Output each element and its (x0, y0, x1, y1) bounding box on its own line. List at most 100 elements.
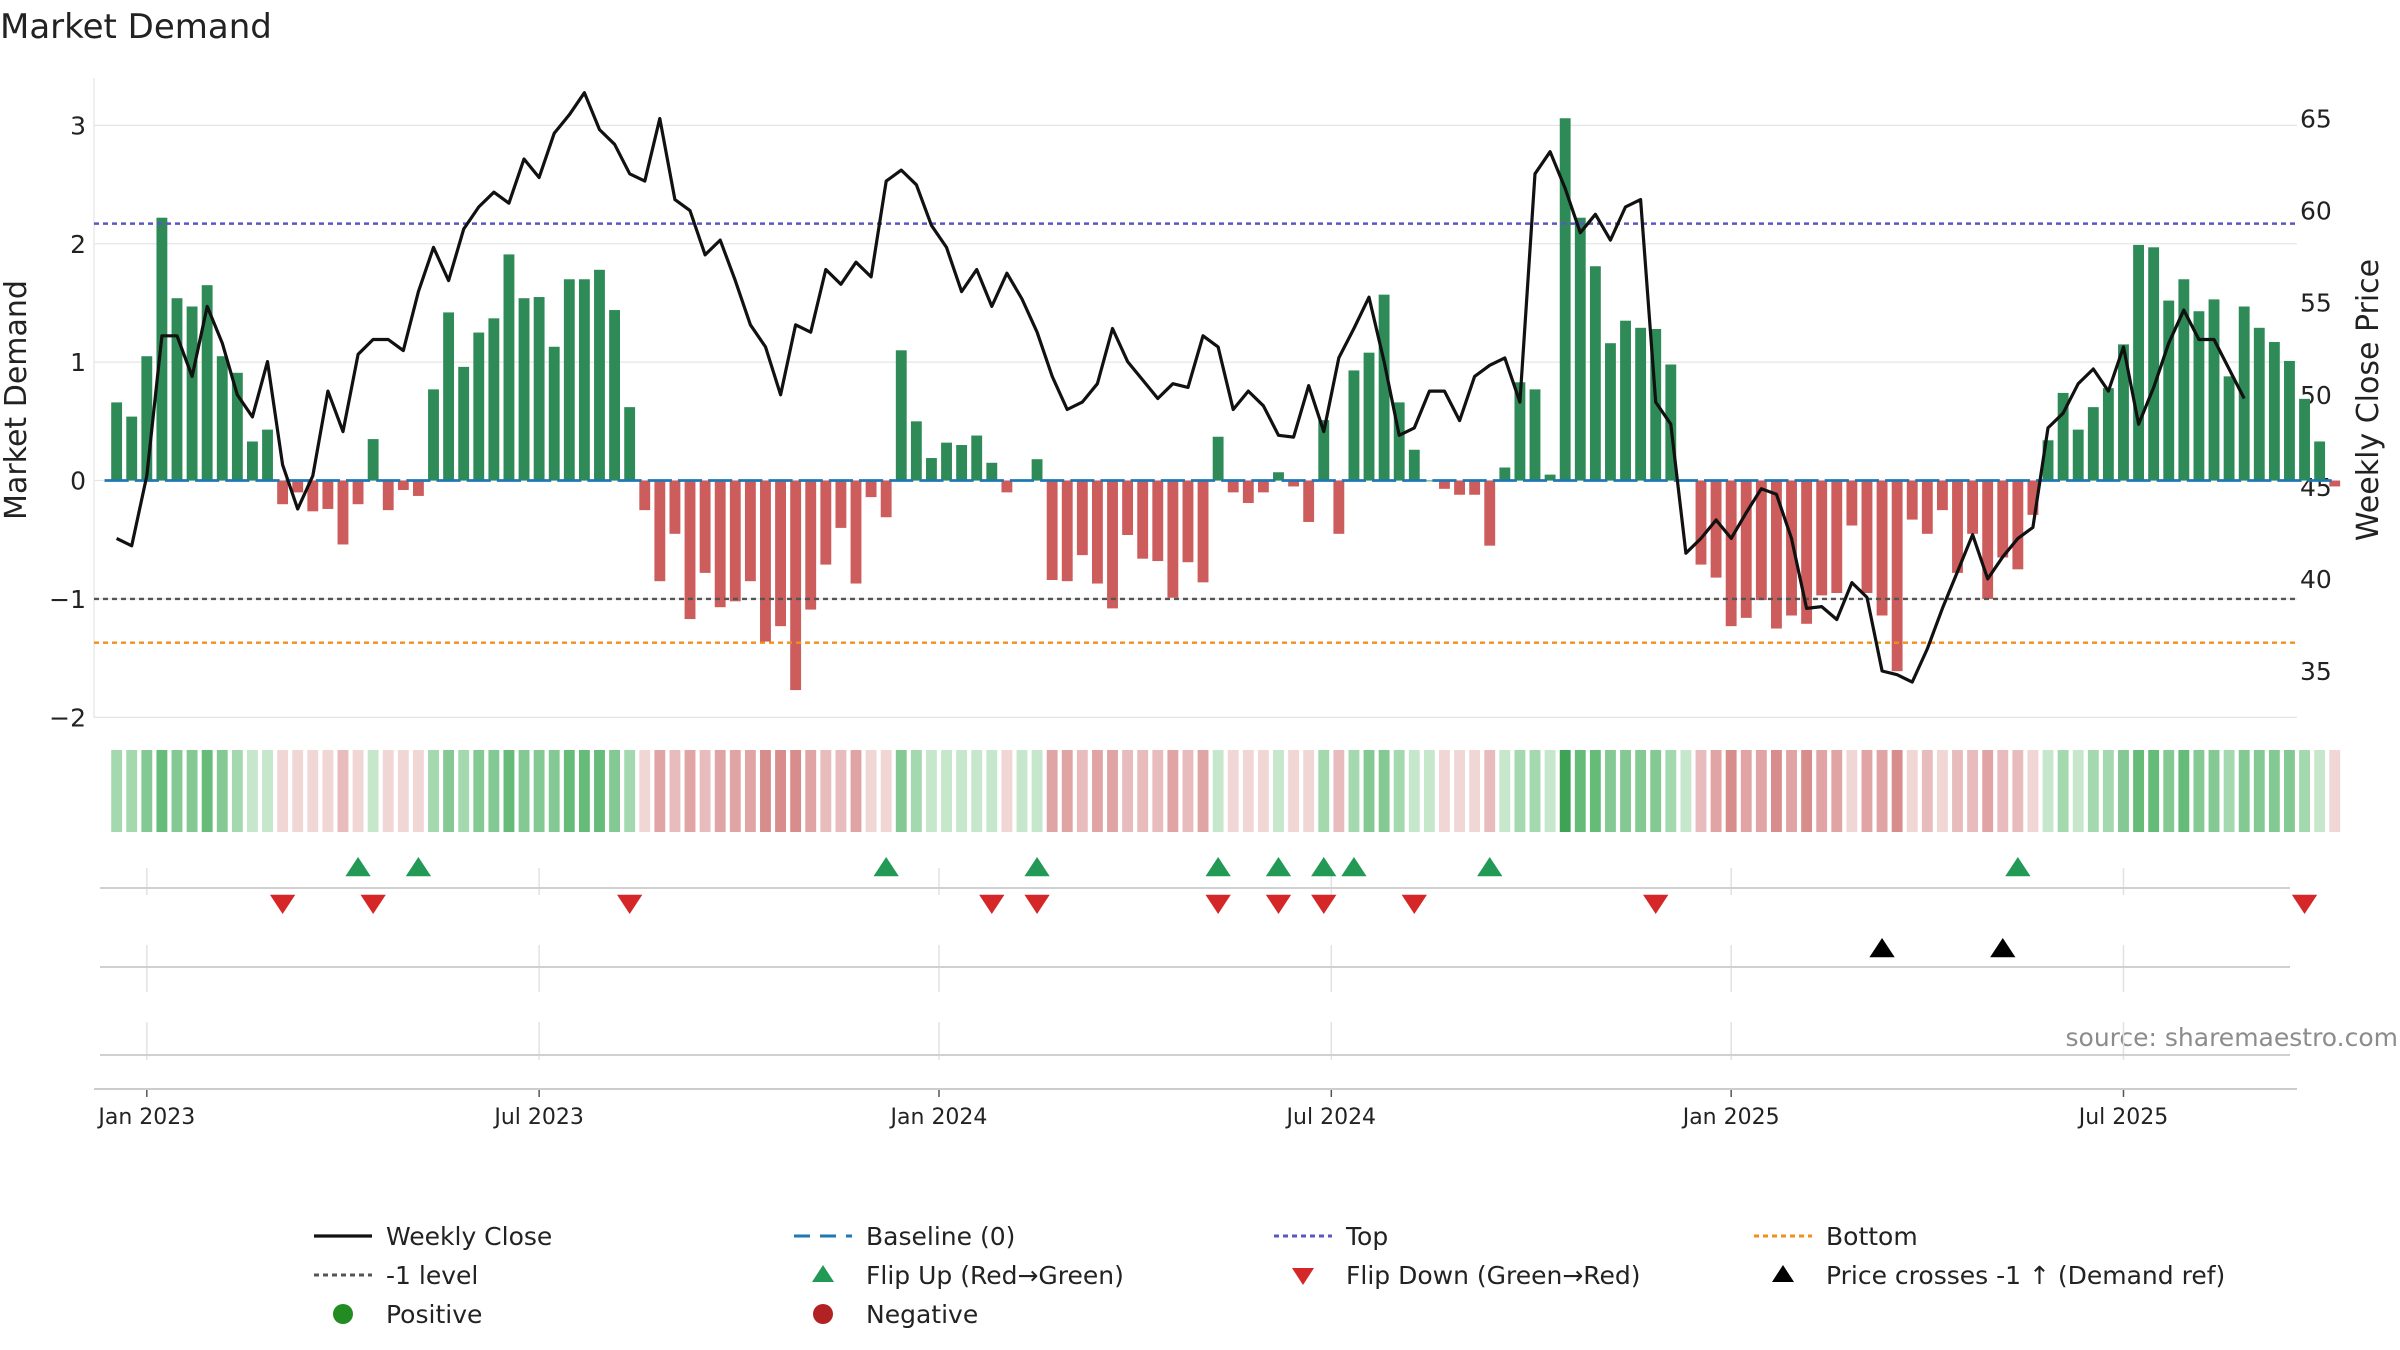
legend-label: Bottom (1826, 1222, 1918, 1251)
demand-strip-cell (684, 750, 696, 832)
demand-bar-positive (171, 298, 183, 481)
demand-bar-negative (1967, 480, 1979, 534)
demand-bar-negative (865, 480, 877, 498)
demand-bar-positive (458, 366, 470, 481)
flip-up-marker (405, 857, 432, 877)
demand-strip-cell (1997, 750, 2009, 832)
legend-entry: Flip Up (Red→Green) (812, 1261, 1124, 1290)
demand-bar-positive (1635, 327, 1647, 481)
demand-bar-negative (1725, 480, 1737, 627)
demand-bar-positive (2253, 327, 2265, 481)
demand-strip-cell (1665, 750, 1677, 832)
demand-bar-negative (684, 480, 696, 620)
demand-bar-positive (2208, 299, 2220, 481)
demand-bar-positive (2102, 388, 2114, 481)
demand-strip-cell (639, 750, 651, 832)
demand-strip-cell (835, 750, 847, 832)
demand-bar-negative (699, 480, 711, 573)
flip-down-marker (1311, 894, 1337, 914)
flip-down-marker (617, 894, 643, 914)
demand-bar-positive (1514, 382, 1526, 481)
demand-strip-cell (1257, 750, 1269, 832)
demand-bar-positive (231, 372, 243, 481)
demand-strip-cell (1001, 750, 1013, 832)
demand-strip-cell (2208, 750, 2220, 832)
flip-down-marker (1401, 894, 1427, 914)
demand-bar-negative (292, 480, 304, 493)
y-tick-label: 0 (70, 467, 86, 496)
demand-bar-negative (412, 480, 424, 496)
demand-bar-positive (594, 269, 605, 481)
demand-bar-negative (352, 480, 364, 505)
demand-bar-positive (2148, 247, 2160, 481)
demand-bar-negative (790, 480, 802, 691)
y-tick-label: 1 (70, 348, 86, 377)
demand-bar-negative (760, 480, 771, 642)
demand-bar-positive (1273, 472, 1284, 481)
demand-bar-positive (503, 254, 515, 481)
demand-strip-cell (1876, 750, 1888, 832)
demand-bar-positive (1408, 449, 1420, 481)
demand-bar-positive (367, 439, 379, 481)
demand-strip-cell (1393, 750, 1405, 832)
demand-bar-positive (141, 356, 153, 481)
demand-bar-negative (1801, 480, 1813, 624)
demand-strip-cell (850, 750, 862, 832)
x-tick-label: Jul 2024 (1285, 1105, 1377, 1130)
flip-up-marker (1024, 857, 1050, 877)
demand-strip-cell (1589, 750, 1601, 832)
demand-strip-cell (1770, 750, 1782, 832)
x-tick-label: Jan 2025 (1681, 1105, 1780, 1130)
demand-strip-cell (307, 750, 319, 832)
demand-bar-negative (805, 480, 817, 610)
demand-strip-cell (382, 750, 394, 832)
demand-bar-negative (1454, 480, 1465, 495)
demand-strip-cell (1273, 750, 1284, 832)
demand-strip-cell (669, 750, 681, 832)
demand-strip-cell (910, 750, 922, 832)
demand-bar-positive (1544, 474, 1556, 481)
demand-bar-positive (2268, 342, 2280, 481)
demand-bar-positive (1559, 118, 1571, 481)
demand-strip-cell (775, 750, 786, 832)
demand-strip-cell (397, 750, 409, 832)
demand-strip-cell (1031, 750, 1043, 832)
demand-strip-cell (1801, 750, 1813, 832)
demand-strip-cell (594, 750, 605, 832)
demand-bar-positive (926, 458, 937, 481)
demand-bar-negative (775, 480, 786, 627)
y2-tick-label: 60 (2300, 197, 2332, 226)
demand-strip-cell (1288, 750, 1300, 832)
demand-strip-cell (820, 750, 832, 832)
demand-strip-cell (805, 750, 817, 832)
flip-up-marker (2005, 857, 2031, 877)
y-tick-label: 3 (70, 111, 86, 140)
demand-strip-cell (1559, 750, 1571, 832)
demand-strip-cell (1333, 750, 1345, 832)
demand-strip-cell (1227, 750, 1239, 832)
demand-strip-cell (2193, 750, 2205, 832)
demand-bar-positive (111, 402, 123, 481)
demand-strip-cell (926, 750, 937, 832)
demand-bar-positive (1574, 217, 1586, 481)
demand-bar-negative (1061, 480, 1073, 582)
y-tick-label: 2 (70, 230, 86, 259)
demand-bar-negative (1755, 480, 1767, 601)
demand-bar-negative (1288, 480, 1300, 487)
demand-bar-positive (2223, 376, 2235, 481)
demand-bar-negative (1091, 480, 1103, 584)
demand-bar-positive (1620, 320, 1631, 481)
demand-bar-negative (322, 480, 334, 509)
demand-bar-positive (563, 279, 575, 481)
demand-bar-positive (186, 306, 198, 481)
legend-label: Top (1345, 1222, 1388, 1251)
demand-bar-negative (850, 480, 862, 584)
demand-bar-positive (2072, 429, 2084, 481)
demand-bar-negative (1107, 480, 1118, 609)
demand-bar-negative (1484, 480, 1496, 546)
demand-strip-cell (171, 750, 183, 832)
demand-strip-cell (1107, 750, 1118, 832)
demand-bar-negative (1891, 480, 1903, 672)
demand-bar-positive (2057, 392, 2069, 481)
demand-strip-cell (1816, 750, 1828, 832)
